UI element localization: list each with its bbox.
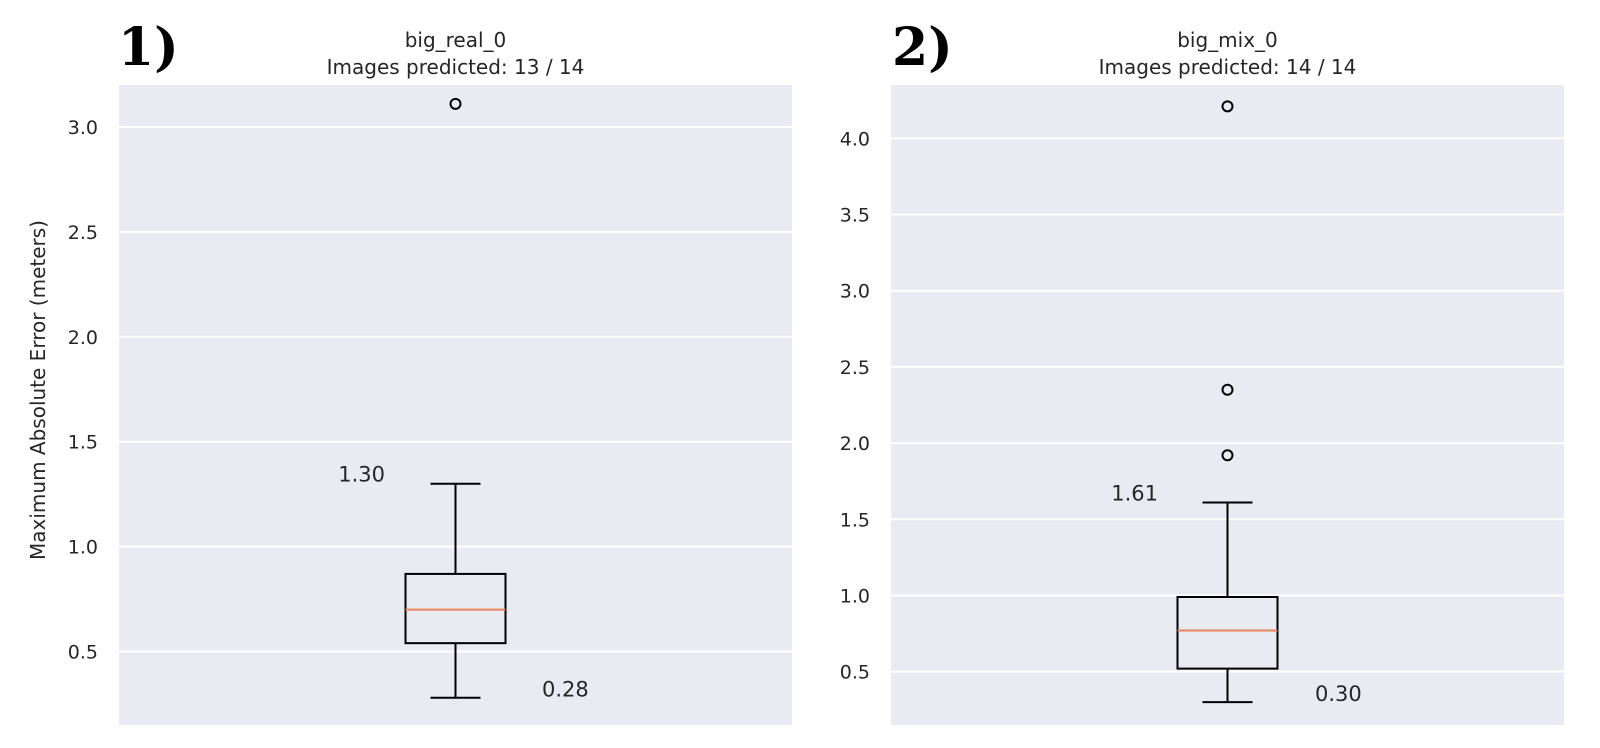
outlier-point — [1221, 449, 1234, 462]
y-tick-label: 3.0 — [68, 117, 98, 139]
y-tick-label: 3.0 — [840, 281, 870, 303]
grid-1 — [119, 125, 792, 653]
y-tick-label: 1.0 — [840, 585, 870, 607]
y-tick-label: 4.0 — [840, 128, 870, 150]
chart-subtitle-1: Images predicted: 13 / 14 — [327, 55, 585, 79]
panel-label-1: 1) — [118, 17, 179, 78]
y-tick-label: 1.5 — [68, 432, 98, 454]
y-ticks-1: 0.5 1.0 1.5 2.0 2.5 3.0 — [68, 117, 98, 664]
y-tick-label: 3.5 — [840, 205, 870, 227]
annotation-label: 0.28 — [542, 678, 589, 702]
boxplot-1: 1.30 0.28 — [338, 97, 589, 702]
outlier-point — [1221, 383, 1234, 396]
chart-panel-1: 0.5 1.0 1.5 2.0 2.5 3.0 1.30 0.28 1) big_real_… — [26, 17, 792, 725]
y-tick-label: 0.5 — [840, 662, 870, 684]
panel-label-2: 2) — [892, 17, 953, 78]
plot-area-2 — [891, 85, 1564, 725]
chart-title-1: big_real_0 — [405, 28, 507, 52]
outlier-point — [449, 97, 462, 110]
y-tick-label: 2.5 — [840, 357, 870, 379]
y-tick-label: 0.5 — [68, 642, 98, 664]
outlier-point — [1221, 100, 1234, 113]
chart-subtitle-2: Images predicted: 14 / 14 — [1099, 55, 1357, 79]
annotation-label: 0.30 — [1315, 682, 1362, 706]
y-tick-label: 1.5 — [840, 509, 870, 531]
iqr-box — [404, 572, 507, 645]
y-axis-label-1: Maximum Absolute Error (meters) — [26, 220, 50, 560]
chart-panel-2: 0.5 1.0 1.5 2.0 2.5 3.0 3.5 4.0 1.61 0.30 2) big… — [840, 17, 1564, 725]
annotation-label: 1.30 — [338, 463, 385, 487]
y-tick-label: 2.5 — [68, 222, 98, 244]
y-tick-label: 2.0 — [68, 327, 98, 349]
y-tick-label: 2.0 — [840, 433, 870, 455]
annotation-label: 1.61 — [1111, 482, 1158, 506]
plot-area-1 — [119, 85, 792, 725]
y-ticks-2: 0.5 1.0 1.5 2.0 2.5 3.0 3.5 4.0 — [840, 128, 870, 683]
boxplot-2: 1.61 0.30 — [1111, 100, 1362, 706]
y-tick-label: 1.0 — [68, 537, 98, 559]
iqr-box — [1176, 596, 1279, 670]
chart-title-2: big_mix_0 — [1177, 28, 1278, 52]
